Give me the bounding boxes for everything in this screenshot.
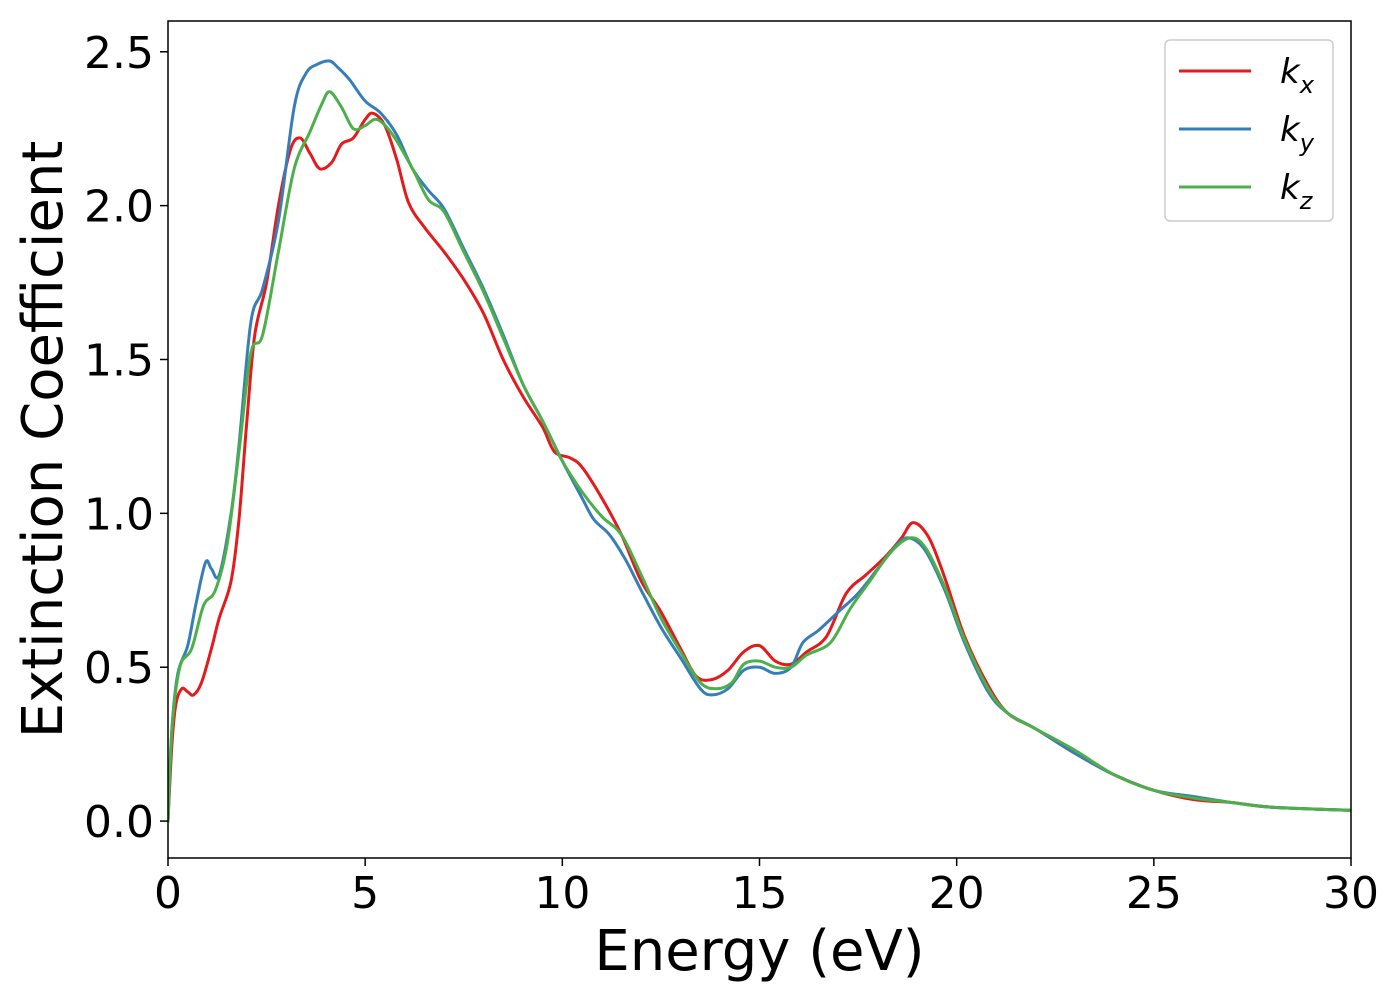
- y-tick-label: 1.0: [84, 489, 154, 540]
- legend-label-subscript: y: [1299, 129, 1315, 157]
- legend-label-subscript: z: [1299, 187, 1314, 215]
- x-tick-label: 10: [534, 868, 590, 919]
- plot-frame: [167, 20, 1352, 859]
- legend-label-kz: kz: [1280, 168, 1314, 215]
- x-tick-label: 5: [351, 868, 379, 919]
- x-tick-label: 25: [1126, 868, 1182, 919]
- y-tick-label: 2.5: [84, 28, 154, 79]
- legend-label-kx: kx: [1280, 52, 1315, 99]
- plot-layer: [168, 59, 1351, 823]
- legend-label-ky: ky: [1280, 110, 1315, 157]
- series-line-kz: [168, 90, 1351, 823]
- y-tick-label: 0.0: [84, 797, 154, 848]
- legend-label-base: k: [1280, 168, 1301, 208]
- y-tick-label: 0.5: [84, 643, 154, 694]
- legend-label-base: k: [1280, 110, 1301, 150]
- x-tick-label: 15: [732, 868, 788, 919]
- legend-label-base: k: [1280, 52, 1301, 92]
- x-tick-label: 30: [1323, 868, 1379, 919]
- x-axis-label: Energy (eV): [594, 919, 924, 984]
- series-line-kx: [168, 111, 1351, 823]
- y-axis-label: Extinction Coefficient: [11, 141, 76, 739]
- legend-label-subscript: x: [1299, 71, 1315, 99]
- x-axis-ticks: 0 5 10 15 20 25 30: [154, 858, 1379, 919]
- x-tick-label: 0: [154, 868, 182, 919]
- y-axis-ticks: 0.0 0.5 1.0 1.5 2.0 2.5: [84, 28, 168, 848]
- y-tick-label: 1.5: [84, 335, 154, 386]
- y-tick-label: 2.0: [84, 182, 154, 233]
- x-tick-label: 20: [929, 868, 985, 919]
